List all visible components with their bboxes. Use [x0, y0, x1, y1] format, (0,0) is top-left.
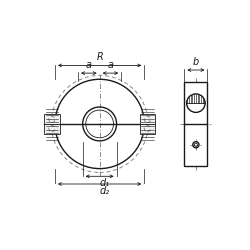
Text: a: a	[108, 60, 114, 70]
Text: d₁: d₁	[99, 178, 109, 188]
Bar	[140, 114, 155, 124]
Bar	[140, 124, 155, 134]
Text: b: b	[193, 57, 199, 67]
Bar	[44, 124, 60, 134]
Text: R: R	[96, 52, 103, 62]
Text: d₂: d₂	[99, 186, 109, 196]
Bar	[184, 82, 208, 166]
Bar	[44, 114, 60, 124]
Text: a: a	[86, 60, 92, 70]
